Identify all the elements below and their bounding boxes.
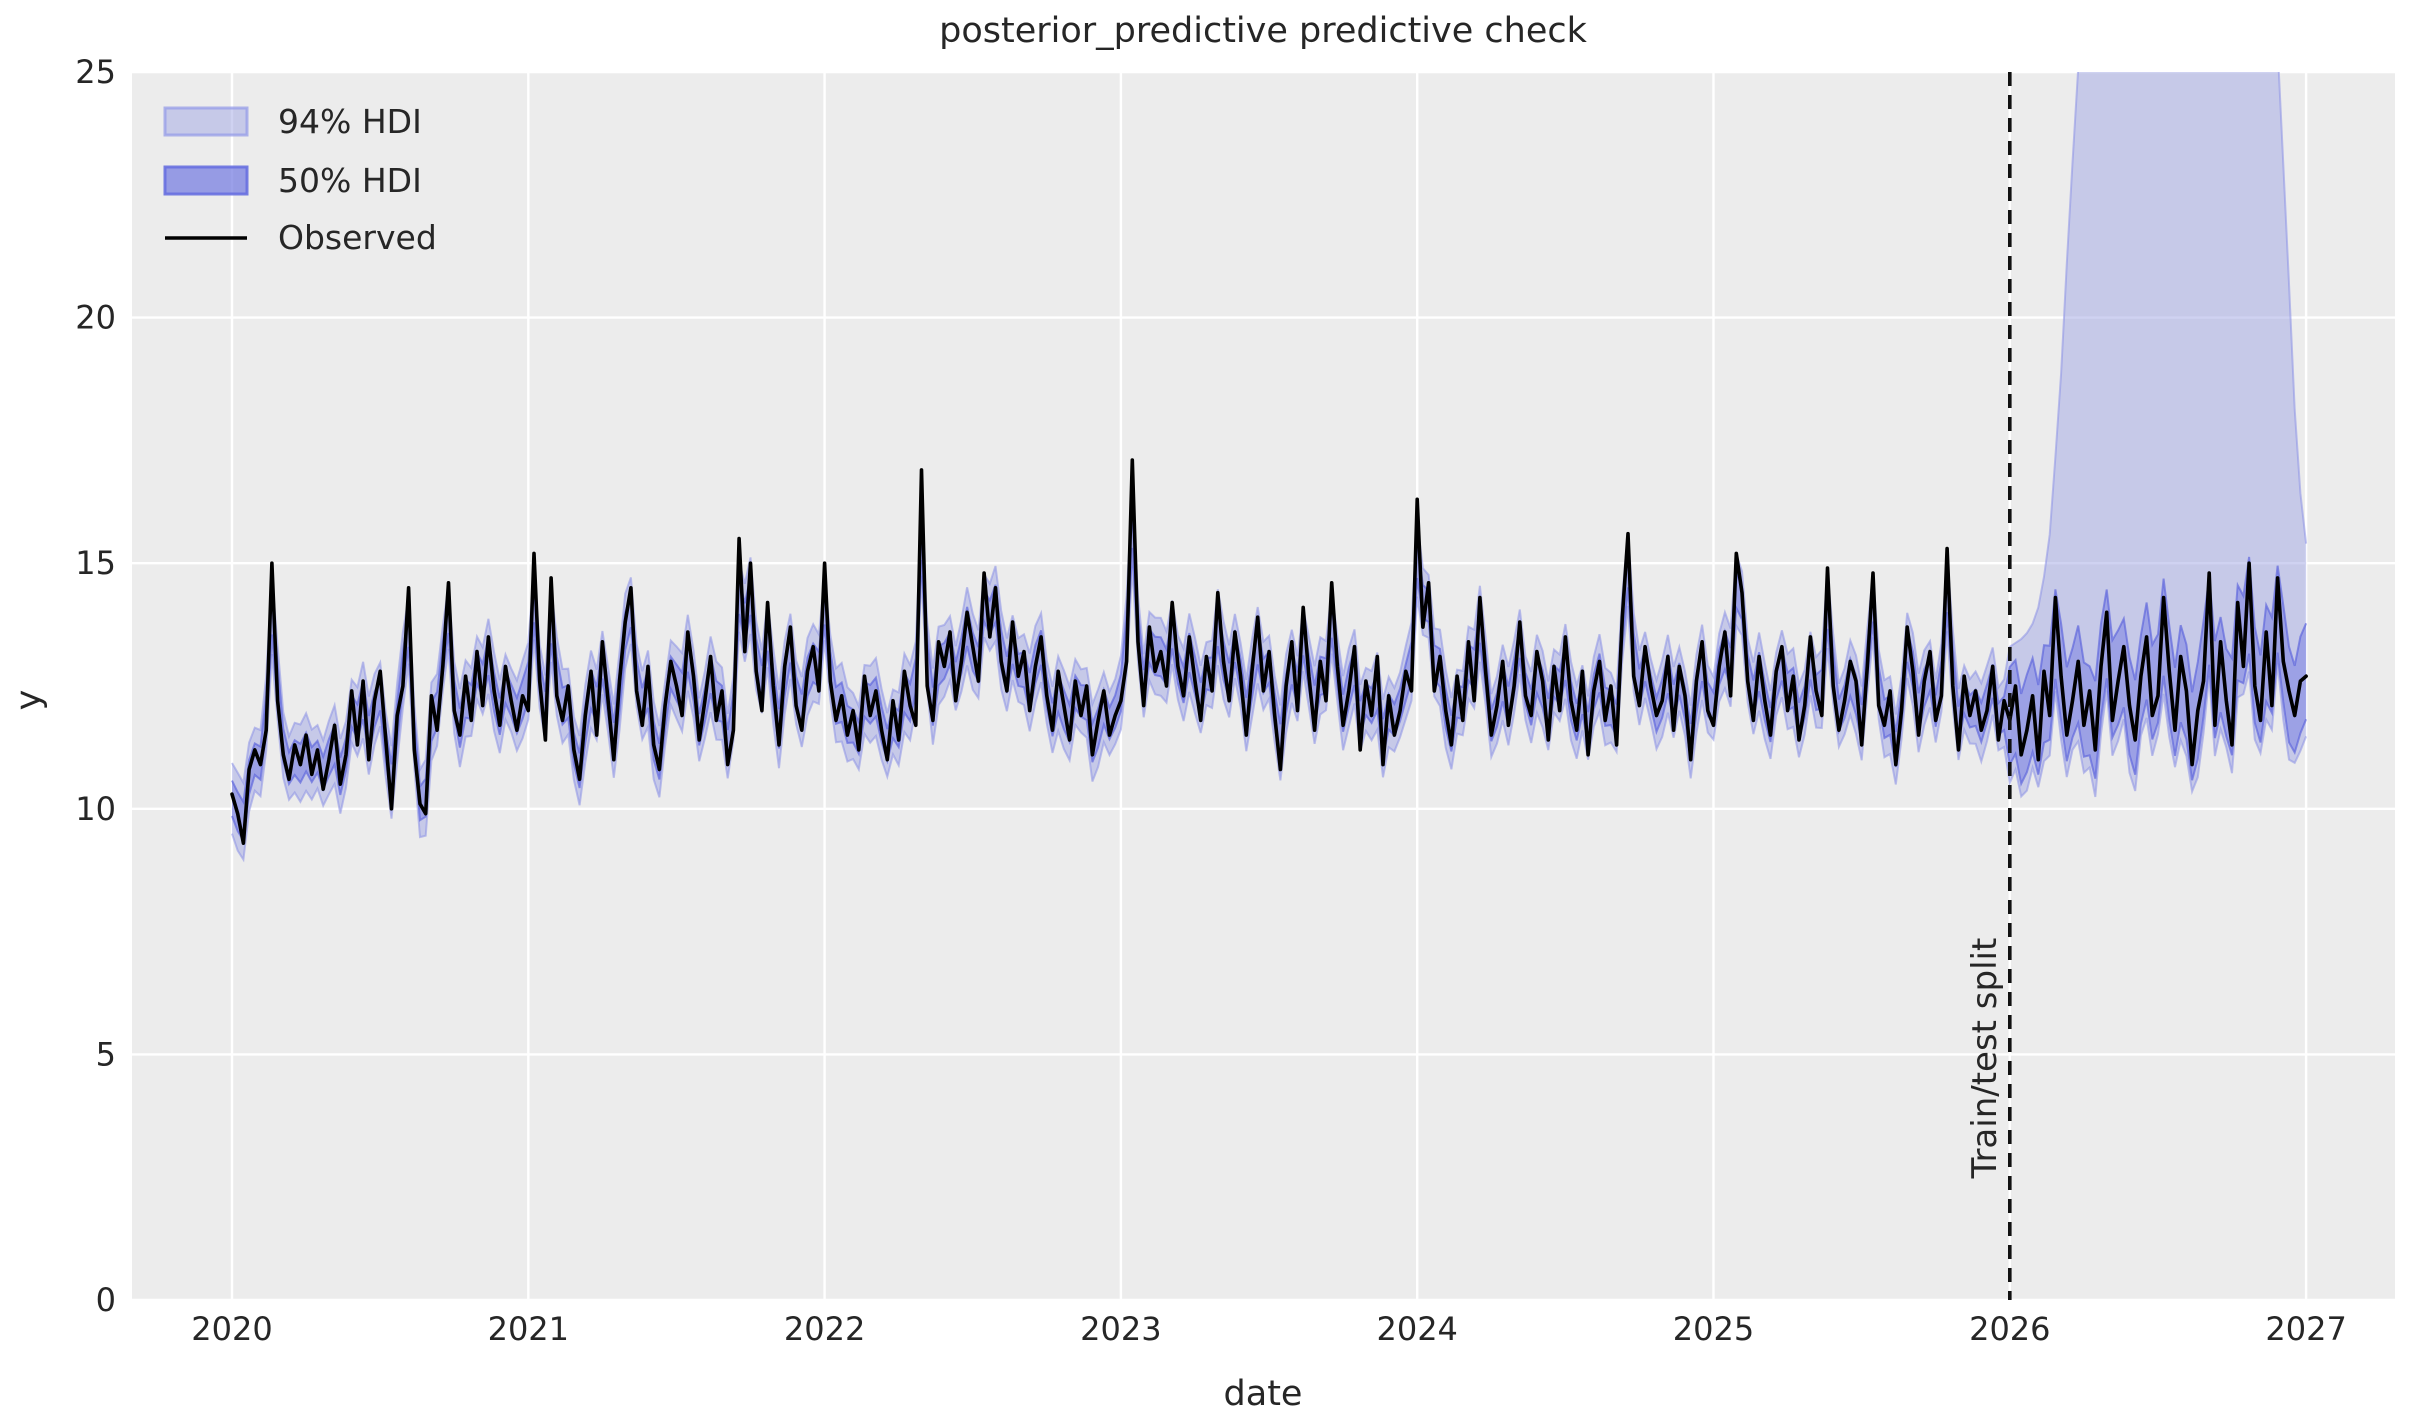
legend-swatch-50-hdi (163, 165, 249, 196)
tick-labels: 2020 2021 2022 2023 2024 2025 2026 202705101520… (75, 53, 2347, 1348)
x-tick-label: 2024 (1376, 1310, 1457, 1348)
legend-label-observed: Observed (278, 218, 437, 257)
y-tick-label: 10 (75, 790, 116, 828)
hdi-94-lower-edge (231, 566, 2308, 863)
train-test-split-label: Train/test split (1965, 938, 2005, 1180)
y-tick-label: 25 (75, 53, 116, 91)
x-tick-label: 2026 (1969, 1310, 2050, 1348)
x-tick-label: 2025 (1673, 1310, 1754, 1348)
legend-label-94-hdi: 94% HDI (278, 102, 422, 141)
y-tick-label: 5 (96, 1035, 116, 1073)
gridlines (132, 70, 2395, 1302)
hdi-94-band (232, 72, 2307, 860)
x-tick-label: 2021 (488, 1310, 569, 1348)
legend-swatch-94-hdi (163, 106, 249, 137)
x-tick-label: 2027 (2265, 1310, 2346, 1348)
plot-content (230, 72, 2308, 863)
x-tick-label: 2023 (1080, 1310, 1161, 1348)
legend: 94% HDI 50% HDI Observed (163, 102, 437, 257)
legend-label-50-hdi: 50% HDI (278, 161, 422, 200)
chart-title: posterior_predictive predictive check (939, 11, 1587, 51)
y-tick-label: 20 (75, 299, 116, 337)
y-axis-label: y (9, 690, 49, 711)
x-tick-label: 2020 (191, 1310, 272, 1348)
observed-line (230, 458, 2308, 846)
x-tick-label: 2022 (784, 1310, 865, 1348)
hdi-94-upper-edge (231, 72, 2308, 786)
x-axis-label: date (1224, 1374, 1303, 1414)
y-tick-label: 0 (96, 1281, 116, 1319)
y-tick-label: 15 (75, 544, 116, 582)
